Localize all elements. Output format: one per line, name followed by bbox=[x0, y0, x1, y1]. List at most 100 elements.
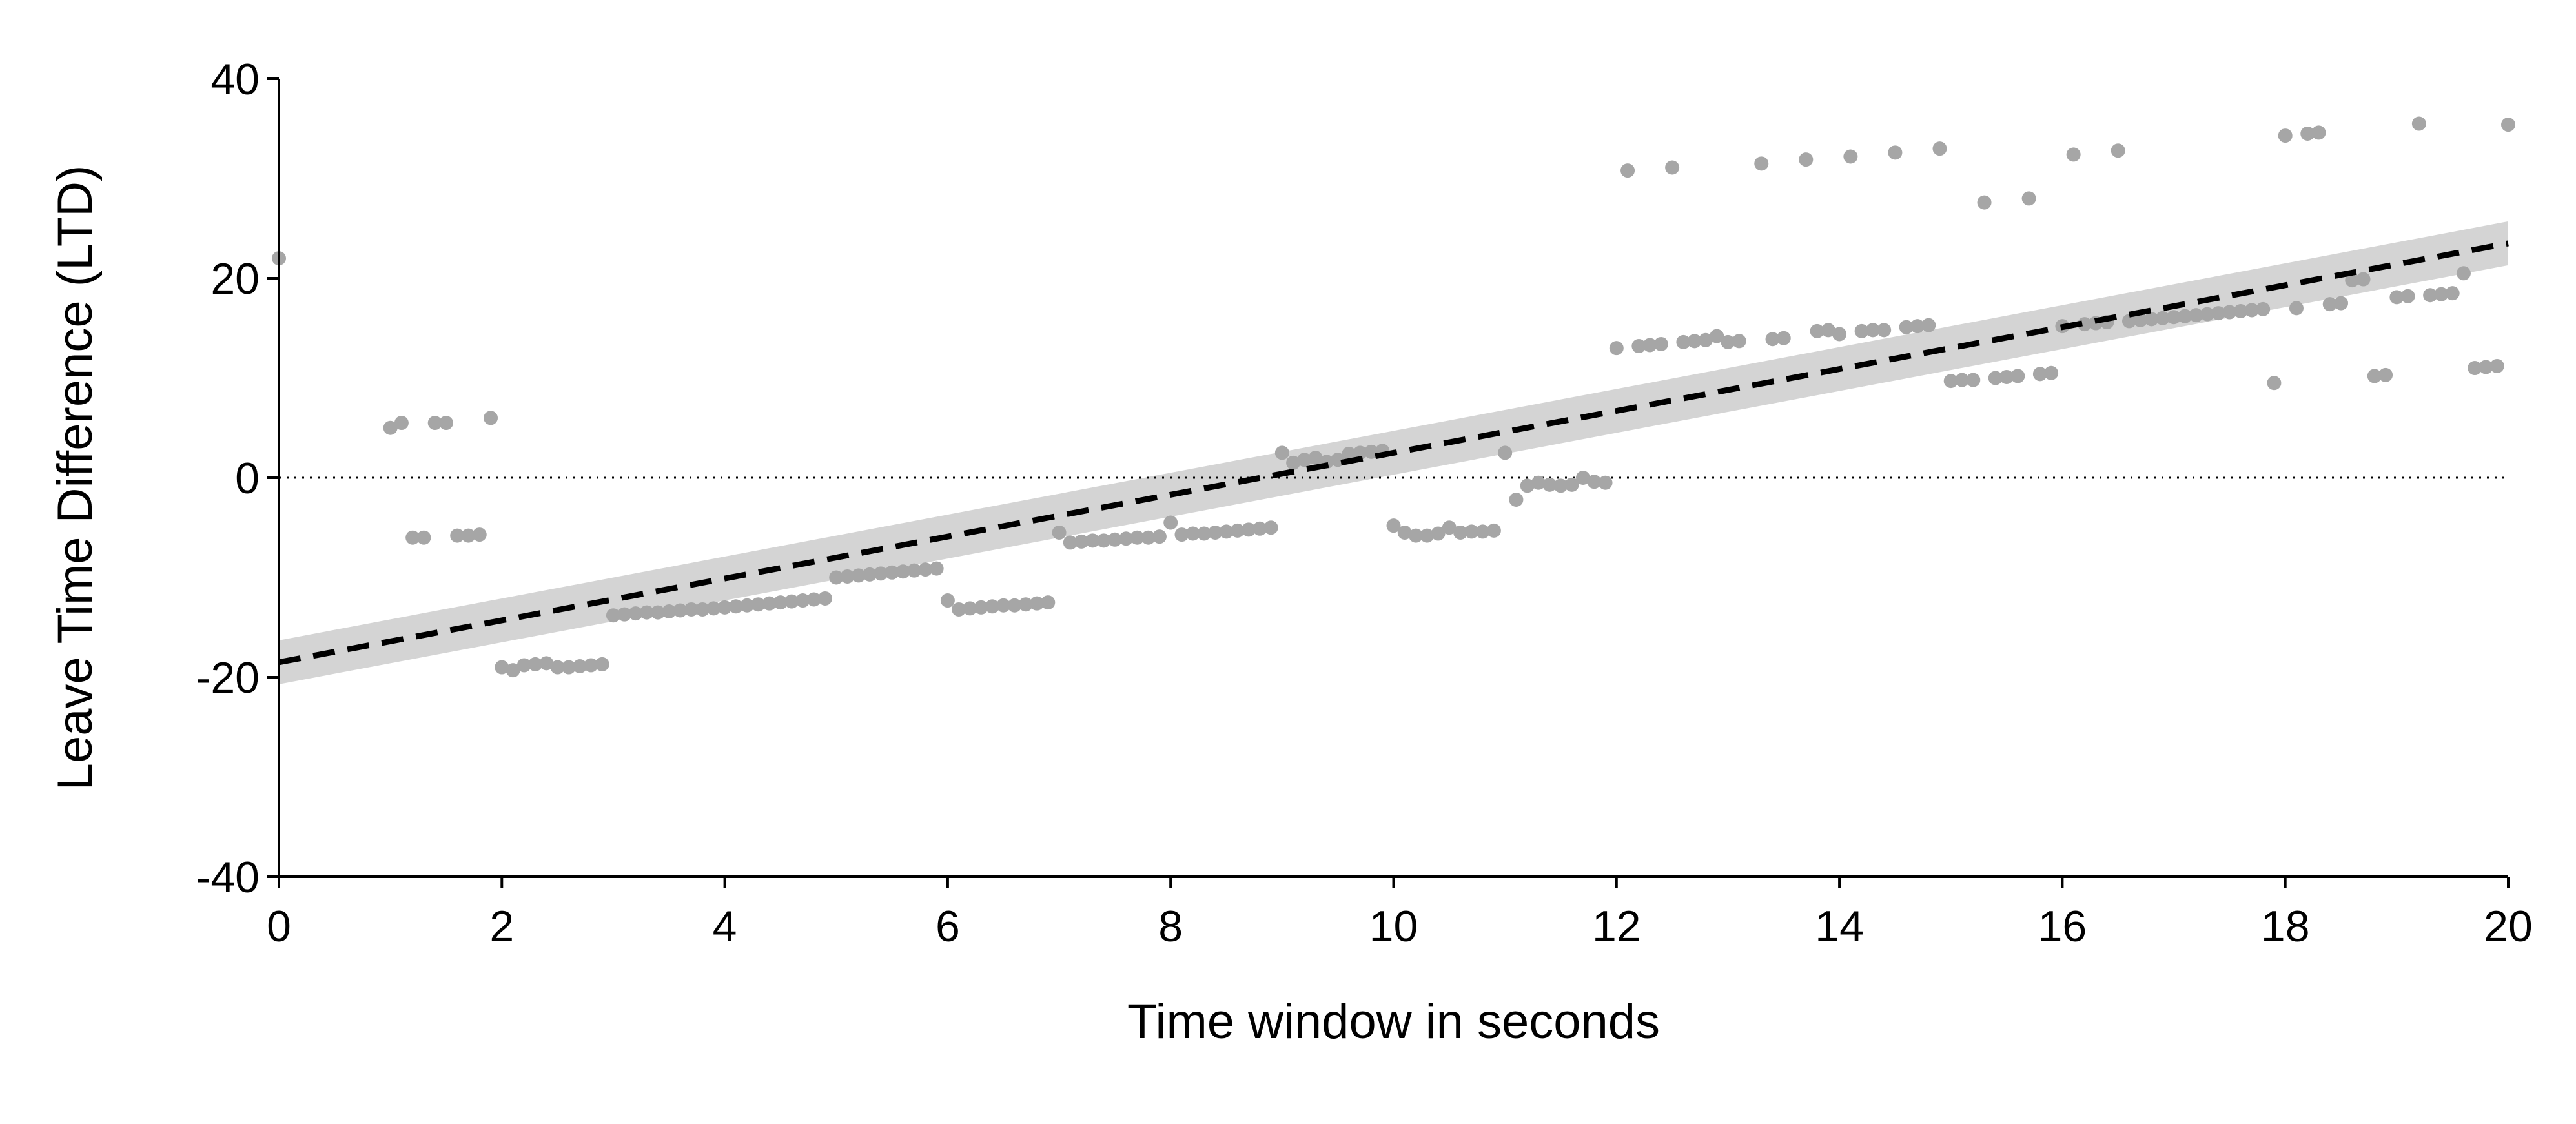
data-point bbox=[506, 663, 520, 678]
data-point bbox=[1163, 515, 1178, 530]
data-point bbox=[1152, 529, 1167, 544]
data-point bbox=[1899, 320, 1914, 334]
data-point bbox=[1230, 523, 1245, 538]
data-point bbox=[1119, 531, 1134, 546]
data-point bbox=[673, 603, 688, 618]
data-point bbox=[684, 602, 699, 617]
data-point bbox=[2200, 307, 2214, 322]
data-point bbox=[438, 416, 453, 431]
data-point bbox=[2144, 312, 2159, 327]
data-point bbox=[1263, 520, 1278, 535]
y-tick-label: -40 bbox=[196, 853, 260, 902]
data-point bbox=[2167, 310, 2182, 325]
data-point bbox=[817, 591, 832, 606]
data-point bbox=[2501, 118, 2515, 132]
data-point bbox=[2378, 367, 2393, 382]
x-tick-label: 10 bbox=[1369, 902, 1418, 951]
data-point bbox=[416, 530, 431, 545]
data-point bbox=[1642, 338, 1657, 353]
data-point bbox=[1653, 336, 1668, 351]
data-point bbox=[651, 605, 666, 620]
data-point bbox=[2434, 287, 2449, 301]
data-point bbox=[1754, 156, 1769, 171]
data-point bbox=[1475, 524, 1490, 539]
data-point bbox=[1308, 451, 1323, 465]
data-point bbox=[762, 596, 777, 611]
data-points bbox=[272, 116, 2515, 678]
data-point bbox=[952, 602, 966, 617]
data-point bbox=[2189, 308, 2203, 323]
data-point bbox=[1943, 374, 1958, 389]
data-point bbox=[1431, 526, 1446, 541]
data-point bbox=[450, 528, 465, 543]
data-point bbox=[1832, 327, 1847, 342]
data-point bbox=[561, 660, 576, 675]
y-tick-label: 0 bbox=[235, 454, 260, 503]
x-tick-label: 2 bbox=[489, 902, 514, 951]
data-point bbox=[1553, 478, 1568, 493]
data-point bbox=[628, 606, 643, 621]
data-point bbox=[1063, 535, 1078, 550]
data-point bbox=[1107, 532, 1122, 547]
data-point bbox=[1988, 371, 2003, 385]
data-point bbox=[528, 657, 543, 671]
data-point bbox=[1865, 323, 1880, 338]
data-point bbox=[617, 607, 632, 622]
data-point bbox=[929, 561, 944, 576]
data-point bbox=[1442, 520, 1457, 535]
x-axis-ticks: 0 2 4 6 8 10 12 14 16 18 20 bbox=[267, 877, 2533, 951]
data-point bbox=[495, 660, 509, 675]
data-point bbox=[884, 565, 899, 580]
data-point bbox=[706, 601, 721, 616]
data-point bbox=[1196, 526, 1211, 541]
data-point bbox=[1074, 534, 1089, 549]
data-point bbox=[1252, 521, 1267, 536]
data-point bbox=[895, 564, 910, 579]
data-point bbox=[996, 598, 1011, 613]
data-point bbox=[1721, 334, 1735, 349]
data-point bbox=[1085, 533, 1100, 548]
data-point bbox=[427, 416, 442, 431]
data-point bbox=[2367, 369, 2382, 383]
data-point bbox=[1687, 334, 1702, 349]
data-point bbox=[2456, 266, 2471, 281]
y-tick-label: -20 bbox=[196, 653, 260, 702]
x-tick-label: 12 bbox=[1592, 902, 1641, 951]
data-point bbox=[1698, 332, 1713, 347]
data-point bbox=[1542, 477, 1557, 492]
data-point bbox=[829, 570, 844, 585]
data-point bbox=[1130, 530, 1145, 545]
data-point bbox=[1208, 525, 1223, 540]
data-point bbox=[484, 411, 498, 425]
y-tick-label: 40 bbox=[210, 55, 260, 104]
data-point bbox=[2289, 301, 2304, 316]
data-point bbox=[2400, 289, 2415, 303]
data-point bbox=[1041, 595, 1056, 610]
data-point bbox=[1966, 373, 1981, 387]
data-point bbox=[516, 658, 531, 673]
data-point bbox=[606, 608, 620, 623]
data-point bbox=[985, 599, 999, 614]
data-point bbox=[1242, 522, 1256, 537]
data-point bbox=[1710, 329, 1724, 343]
data-point bbox=[2356, 272, 2371, 287]
data-point bbox=[2479, 360, 2493, 374]
data-point bbox=[2322, 297, 2337, 312]
x-axis-title: Time window in seconds bbox=[1127, 994, 1660, 1049]
data-point bbox=[1765, 332, 1780, 347]
data-point bbox=[662, 604, 677, 619]
data-point bbox=[863, 567, 877, 582]
data-point bbox=[1464, 524, 1479, 539]
data-point bbox=[2111, 143, 2125, 158]
data-point bbox=[1932, 141, 1947, 156]
data-point bbox=[2233, 303, 2248, 318]
data-point bbox=[1297, 453, 1312, 467]
data-point bbox=[1185, 526, 1200, 541]
data-point bbox=[2121, 314, 2136, 329]
data-point bbox=[2423, 288, 2438, 303]
data-point bbox=[1018, 597, 1033, 612]
data-point bbox=[1219, 524, 1234, 539]
x-tick-label: 20 bbox=[2484, 902, 2533, 951]
data-point bbox=[806, 592, 821, 607]
data-point bbox=[840, 569, 855, 584]
